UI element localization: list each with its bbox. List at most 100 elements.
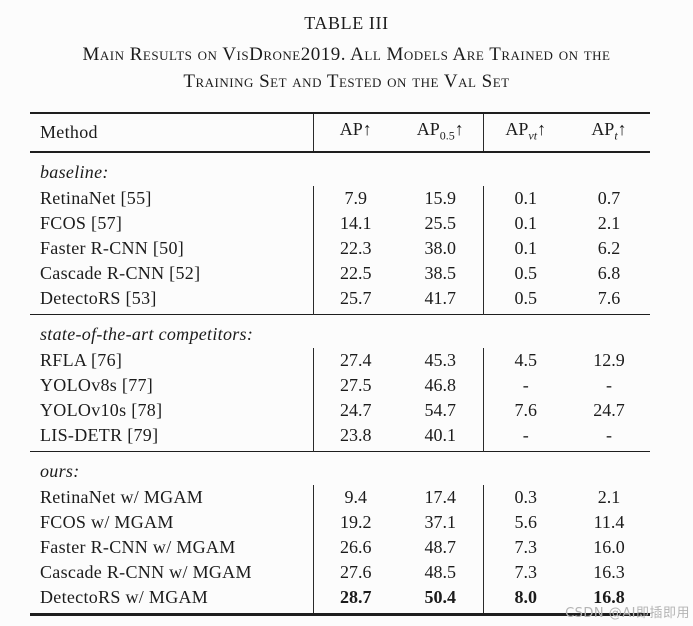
table-row: DetectoRS [53] 25.7 41.7 0.5 7.6 (30, 286, 650, 315)
col-base: AP (505, 118, 529, 139)
column-header-ap05: AP0.5↑ (398, 113, 483, 152)
value-cell: 22.3 (312, 236, 398, 261)
value-cell: 50.4 (424, 587, 457, 607)
method-cell: FCOS [57] (40, 213, 123, 233)
method-cell: Faster R-CNN w/ MGAM (40, 537, 236, 557)
value-cell: 12.9 (593, 350, 625, 370)
value-cell: - (606, 375, 612, 395)
up-arrow-icon: ↑ (454, 118, 464, 139)
method-cell: Cascade R-CNN w/ MGAM (40, 562, 252, 582)
value-cell: 0.1 (482, 186, 568, 211)
caption-line-1: Main Results on VisDrone2019. All Models… (82, 44, 611, 65)
watermark: CSDN @AI即插即用 (565, 606, 690, 621)
column-header-apvt: APvt↑ (482, 113, 568, 152)
table-row: YOLOv8s [77] 27.5 46.8 - - (30, 373, 650, 398)
value-cell: 8.0 (482, 585, 568, 615)
value-cell: - (482, 423, 568, 452)
header-row: Method AP↑ AP0.5↑ APvt↑ APt↑ (30, 113, 650, 152)
table-number: TABLE III (304, 13, 389, 33)
method-cell: FCOS w/ MGAM (40, 512, 174, 532)
value-cell: 7.3 (482, 535, 568, 560)
value-cell: 25.5 (424, 213, 457, 233)
up-arrow-icon: ↑ (537, 118, 547, 139)
up-arrow-icon: ↑ (362, 118, 372, 139)
value-cell: 0.1 (482, 211, 568, 236)
table-row: Faster R-CNN [50] 22.3 38.0 0.1 6.2 (30, 236, 650, 261)
value-cell: 27.6 (312, 560, 398, 585)
method-cell: RetinaNet [55] (40, 188, 152, 208)
col-base: AP (416, 118, 440, 139)
value-cell: 17.4 (424, 487, 457, 507)
method-cell: LIS-DETR [79] (40, 425, 159, 445)
value-cell: 0.5 (482, 261, 568, 286)
value-cell: 27.5 (312, 373, 398, 398)
value-cell: 0.7 (597, 188, 621, 208)
table-row: FCOS [57] 14.1 25.5 0.1 2.1 (30, 211, 650, 236)
value-cell: 22.5 (312, 261, 398, 286)
value-cell: 25.7 (312, 286, 398, 315)
value-cell: 28.7 (312, 585, 398, 615)
value-cell: 6.8 (597, 263, 621, 283)
table-row-best: DetectoRS w/ MGAM 28.7 50.4 8.0 16.8 (30, 585, 650, 615)
method-cell: YOLOv10s [78] (40, 400, 163, 420)
section-label: state-of-the-art competitors: (40, 324, 254, 344)
value-cell: 7.3 (482, 560, 568, 585)
up-arrow-icon: ↑ (617, 118, 627, 139)
value-cell: 0.1 (482, 236, 568, 261)
table-header: Method AP↑ AP0.5↑ APvt↑ APt↑ (30, 113, 650, 152)
value-cell: 26.6 (312, 535, 398, 560)
method-cell: DetectoRS w/ MGAM (40, 587, 209, 607)
value-cell: 7.9 (312, 186, 398, 211)
column-header-method: Method (40, 122, 98, 142)
table-row: RetinaNet [55] 7.9 15.9 0.1 0.7 (30, 186, 650, 211)
value-cell: 24.7 (312, 398, 398, 423)
value-cell: 19.2 (312, 510, 398, 535)
section-sota-competitors: state-of-the-art competitors: RFLA [76] … (30, 314, 650, 452)
column-header-ap: AP↑ (312, 113, 398, 152)
value-cell: 0.5 (482, 286, 568, 315)
method-cell: RetinaNet w/ MGAM (40, 487, 204, 507)
value-cell: 37.1 (424, 512, 457, 532)
table-row: YOLOv10s [78] 24.7 54.7 7.6 24.7 (30, 398, 650, 423)
table-row: RFLA [76] 27.4 45.3 4.5 12.9 (30, 348, 650, 373)
col-base: AP (339, 118, 363, 139)
value-cell: 16.0 (593, 537, 625, 557)
value-cell: 48.5 (424, 562, 457, 582)
method-cell: YOLOv8s [77] (40, 375, 154, 395)
value-cell: - (482, 373, 568, 398)
table-row: RetinaNet w/ MGAM 9.4 17.4 0.3 2.1 (30, 485, 650, 510)
col-sub: vt (528, 128, 538, 143)
value-cell: 27.4 (312, 348, 398, 373)
table-row: Cascade R-CNN w/ MGAM 27.6 48.5 7.3 16.3 (30, 560, 650, 585)
value-cell: - (606, 425, 612, 445)
value-cell: 23.8 (312, 423, 398, 452)
section-label-row: baseline: (30, 152, 650, 186)
table-caption: Main Results on VisDrone2019. All Models… (0, 41, 693, 95)
section-ours: ours: RetinaNet w/ MGAM 9.4 17.4 0.3 2.1… (30, 451, 650, 615)
results-table: Method AP↑ AP0.5↑ APvt↑ APt↑ baseline: R… (30, 112, 650, 616)
section-baseline: baseline: RetinaNet [55] 7.9 15.9 0.1 0.… (30, 152, 650, 315)
value-cell: 7.6 (482, 398, 568, 423)
table-row: LIS-DETR [79] 23.8 40.1 - - (30, 423, 650, 452)
col-sub: 0.5 (439, 128, 455, 143)
col-sub: t (614, 128, 618, 143)
section-label-row: ours: (30, 452, 650, 486)
value-cell: 38.0 (424, 238, 457, 258)
value-cell: 41.7 (424, 288, 457, 308)
section-label: ours: (40, 461, 80, 481)
value-cell: 2.1 (597, 487, 621, 507)
column-header-apt: APt↑ (568, 113, 650, 152)
method-cell: Faster R-CNN [50] (40, 238, 185, 258)
value-cell: 48.7 (424, 537, 457, 557)
value-cell: 14.1 (312, 211, 398, 236)
value-cell: 16.3 (593, 562, 625, 582)
section-label: baseline: (40, 162, 109, 182)
table-row: FCOS w/ MGAM 19.2 37.1 5.6 11.4 (30, 510, 650, 535)
value-cell: 4.5 (482, 348, 568, 373)
section-label-row: state-of-the-art competitors: (30, 315, 650, 349)
method-cell: Cascade R-CNN [52] (40, 263, 201, 283)
value-cell: 5.6 (482, 510, 568, 535)
value-cell: 54.7 (424, 400, 457, 420)
method-cell: DetectoRS [53] (40, 288, 157, 308)
